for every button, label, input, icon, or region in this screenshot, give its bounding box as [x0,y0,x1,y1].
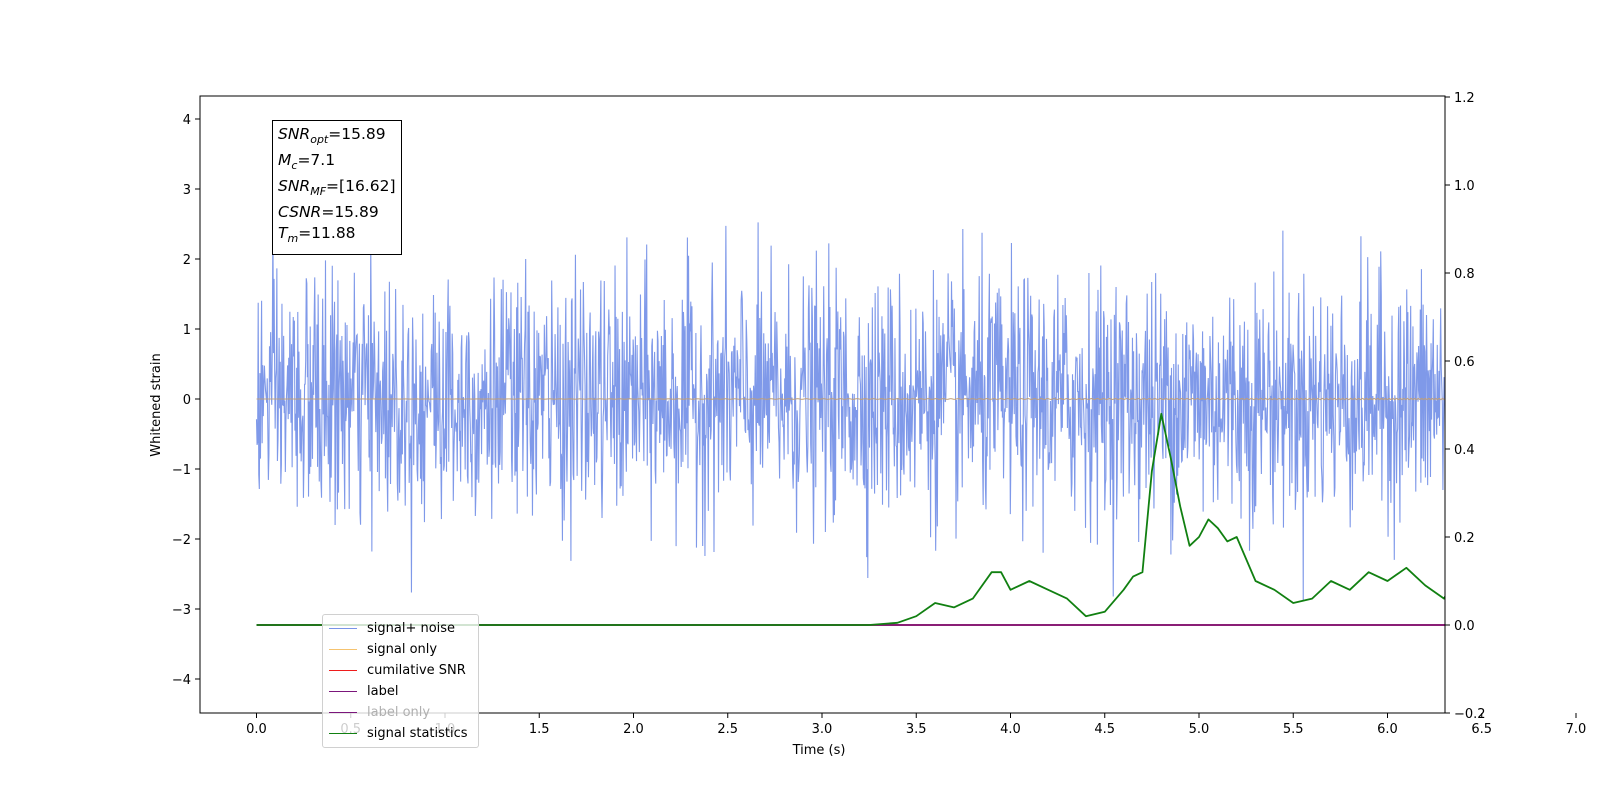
legend-item: label [323,681,478,702]
y-tick-label: −1 [172,463,191,478]
y-tick-label: −3 [172,603,191,618]
y-tick-label: 4 [183,113,191,128]
legend-label: signal statistics [367,726,468,741]
legend-swatch [329,712,357,713]
legend-item: signal only [323,639,478,660]
y-tick-label: 2 [183,253,191,268]
y2-tick-label: 0.4 [1454,443,1475,458]
x-tick-label: 6.5 [1471,722,1492,737]
y2-tick-label: 1.0 [1454,179,1475,194]
legend-label: label [367,684,399,699]
y-tick-label: 0 [183,393,191,408]
x-tick-label: 7.0 [1566,722,1587,737]
legend-label: cumilative SNR [367,663,466,678]
x-tick-label: 4.5 [1094,722,1115,737]
y2-tick-label: 0.2 [1454,531,1475,546]
y2-axis: 1.2 1.0 0.8 0.6 0.4 0.2 0.0 −0.2 [1445,91,1486,722]
legend-swatch [329,733,357,734]
x-tick-label: 2.0 [623,722,644,737]
series-signal-noise [255,221,1445,601]
y-tick-label: −2 [172,533,191,548]
legend-item: label only [323,702,478,723]
legend-label: label only [367,705,431,720]
legend-item: signal+ noise [323,618,478,639]
series-signal-only [256,397,1445,401]
stat-csnr: CSNR=15.89 [278,203,379,222]
x-tick-label: 2.5 [717,722,738,737]
y-axis: 4 3 2 1 0 −1 −2 −3 −4 [172,113,200,688]
y-tick-label: 1 [183,323,191,338]
y2-tick-label: −0.2 [1454,707,1486,722]
x-axis-label: Time (s) [792,743,846,758]
y2-tick-label: 0.8 [1454,267,1475,282]
x-tick-label: 5.5 [1283,722,1304,737]
stat-tm: Tm=11.88 [278,224,356,246]
legend-swatch [329,691,357,692]
stat-snr-mf: SNRMF=[16.62] [278,177,396,199]
x-tick-label: 3.5 [906,722,927,737]
legend-label: signal only [367,642,438,657]
stat-snr-opt: SNRopt=15.89 [278,125,386,147]
stat-mc: Mc=7.1 [278,151,336,173]
x-tick-label: 3.0 [812,722,833,737]
legend-item: signal statistics [323,723,478,744]
legend-label: signal+ noise [367,621,456,636]
legend-swatch [329,670,357,671]
x-tick-label: 0.0 [246,722,267,737]
y2-tick-label: 1.2 [1454,91,1475,106]
stats-box: SNRopt=15.89 Mc=7.1 SNRMF=[16.62] CSNR=1… [272,120,402,256]
x-tick-label: 1.5 [529,722,550,737]
y2-tick-label: 0.6 [1454,355,1475,370]
legend-swatch [329,649,357,650]
y-axis-label: Whitened strain [149,353,164,456]
series-signal-statistics [256,412,1445,626]
legend: signal+ noise signal only cumilative SNR… [322,614,479,748]
legend-swatch [329,628,357,629]
series-layer [255,221,1445,626]
legend-item: cumilative SNR [323,660,478,681]
x-tick-label: 4.0 [1000,722,1021,737]
y-tick-label: 3 [183,183,191,198]
y-tick-label: −4 [172,673,191,688]
x-tick-label: 6.0 [1377,722,1398,737]
x-tick-label: 5.0 [1189,722,1210,737]
y2-tick-label: 0.0 [1454,619,1475,634]
